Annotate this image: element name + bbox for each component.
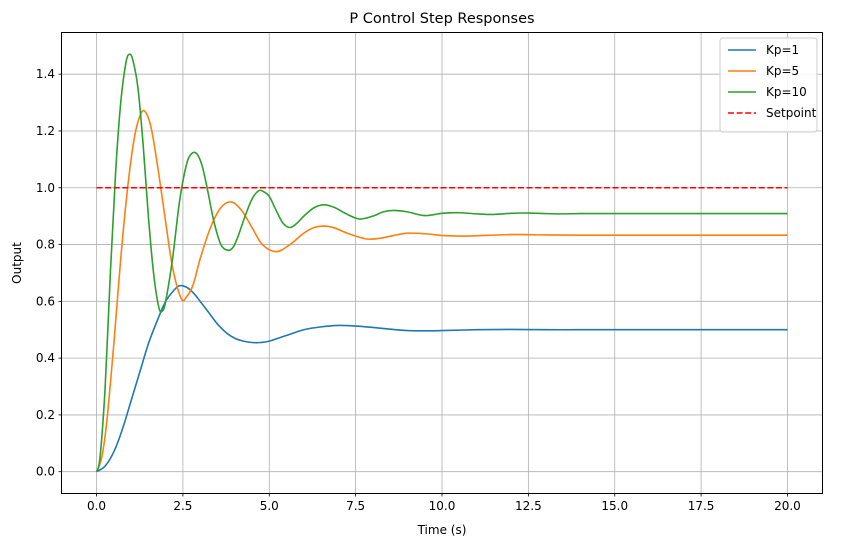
x-tick-label: 7.5 xyxy=(346,499,365,513)
legend-label: Kp=10 xyxy=(766,85,807,99)
y-tick-label: 0.8 xyxy=(36,238,55,252)
x-tick-label: 12.5 xyxy=(515,499,542,513)
y-tick-label: 1.2 xyxy=(36,124,55,138)
y-axis: 0.0 0.2 0.4 0.6 0.8 1.0 1.2 1.4 xyxy=(36,67,62,479)
series-line-kp-1 xyxy=(96,284,788,473)
legend: Kp=1 Kp=5 Kp=10 Setpoint xyxy=(719,37,818,133)
chart-title: P Control Step Responses xyxy=(349,11,534,27)
legend-box xyxy=(719,37,818,133)
legend-label: Kp=1 xyxy=(766,43,799,57)
series-layer xyxy=(95,53,788,473)
y-axis-label: Output xyxy=(10,242,24,284)
y-tick-label: 0.6 xyxy=(36,294,55,308)
x-tick-label: 20.0 xyxy=(774,499,801,513)
x-axis: 0.0 2.5 5.0 7.5 10.0 12.5 15.0 17.5 20.0 xyxy=(87,493,801,513)
series-line-kp-5 xyxy=(95,109,788,473)
x-tick-label: 5.0 xyxy=(260,499,279,513)
x-tick-label: 15.0 xyxy=(601,499,628,513)
x-tick-label: 10.0 xyxy=(429,499,456,513)
y-tick-label: 0.4 xyxy=(36,351,55,365)
y-tick-label: 1.0 xyxy=(36,181,55,195)
series-line-kp-10 xyxy=(95,53,788,472)
legend-label: Kp=5 xyxy=(766,64,799,78)
x-tick-label: 2.5 xyxy=(173,499,192,513)
x-tick-label: 17.5 xyxy=(688,499,715,513)
y-tick-label: 0.2 xyxy=(36,408,55,422)
grid xyxy=(62,33,822,493)
y-tick-label: 0.0 xyxy=(36,465,55,479)
legend-label: Setpoint xyxy=(766,106,817,120)
x-tick-label: 0.0 xyxy=(87,499,106,513)
y-tick-label: 1.4 xyxy=(36,67,55,81)
x-axis-label: Time (s) xyxy=(417,523,467,537)
